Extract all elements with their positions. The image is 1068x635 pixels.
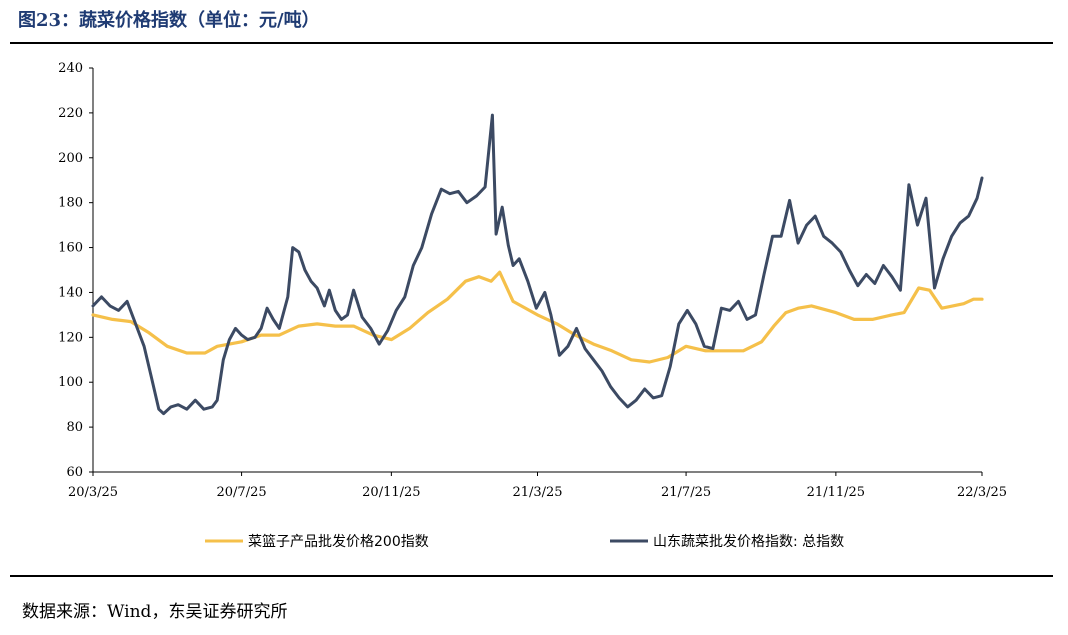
series-line-2 <box>91 113 984 416</box>
y-tick-label: 180 <box>58 196 83 211</box>
x-tick-label: 20/3/25 <box>68 485 118 500</box>
top-divider <box>10 42 1053 44</box>
y-tick-label: 100 <box>58 375 83 390</box>
x-tick-label: 21/7/25 <box>661 485 711 500</box>
y-tick-label: 240 <box>58 61 83 76</box>
y-tick-label: 120 <box>58 330 83 345</box>
chart-axes: 60 80 100 120 140 160 180 200 220 240 20/3/25 20/7/… <box>58 61 1007 500</box>
y-tick-label: 140 <box>58 285 83 300</box>
legend-label-2: 山东蔬菜批发价格指数: 总指数 <box>653 534 844 550</box>
x-tick-label: 22/3/25 <box>957 485 1007 500</box>
chart-legend: 菜篮子产品批发价格200指数 山东蔬菜批发价格指数: 总指数 <box>205 534 844 550</box>
x-tick-label: 21/11/25 <box>807 485 865 500</box>
source-note: 数据来源：Wind，东吴证券研究所 <box>22 602 288 622</box>
x-tick-label: 20/11/25 <box>362 485 420 500</box>
x-tick-label: 21/3/25 <box>512 485 562 500</box>
y-tick-label: 80 <box>66 420 83 435</box>
y-tick-label: 60 <box>66 465 83 480</box>
y-tick-label: 200 <box>58 151 83 166</box>
bottom-divider <box>10 575 1053 577</box>
y-tick-label: 220 <box>58 106 83 121</box>
y-tick-label: 160 <box>58 241 83 256</box>
legend-label-1: 菜篮子产品批发价格200指数 <box>248 534 429 550</box>
x-tick-label: 20/7/25 <box>217 485 267 500</box>
chart-series-lines <box>91 113 984 416</box>
chart-title: 图23：蔬菜价格指数（单位：元/吨） <box>18 10 320 31</box>
series-line-1 <box>91 270 984 364</box>
line-chart: 60 80 100 120 140 160 180 200 220 240 20/3/25 20/7/… <box>58 61 1007 550</box>
